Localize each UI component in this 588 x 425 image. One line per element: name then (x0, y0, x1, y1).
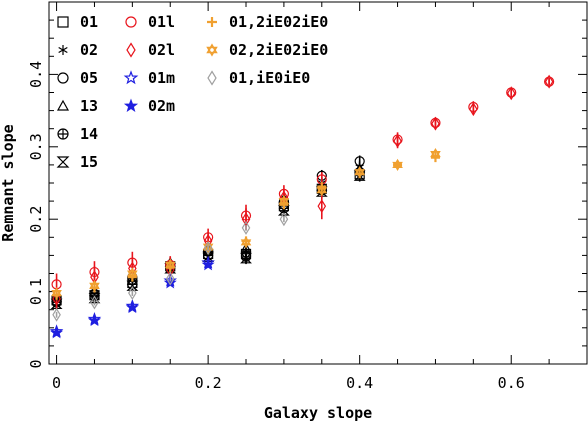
data-point (316, 184, 328, 197)
legend-marker (206, 43, 218, 57)
data-point (203, 241, 213, 256)
legend-item: 01,2iE02iE0 (207, 13, 328, 31)
legend-label: 02,2iE02iE0 (229, 41, 328, 59)
legend-marker (126, 42, 136, 58)
data-point (469, 102, 478, 117)
data-point (240, 252, 252, 265)
data-point (278, 195, 290, 208)
legend-item: 02l (126, 41, 175, 59)
y-axis-label: Remnant slope (0, 124, 17, 241)
legend-marker (56, 99, 70, 111)
legend: 01 02 05 13 14 15 01l 02l 01m 02m 01,2iE02iE0 02,2i… (56, 13, 328, 171)
axis-tick-labels: 0 0.2 0.4 0.6 0 0.1 0.2 0.3 0.4 (27, 61, 525, 392)
legend-label: 15 (80, 153, 98, 171)
data-point (279, 212, 289, 227)
data-point (165, 271, 175, 286)
data-point (317, 193, 327, 220)
legend-label: 01m (148, 69, 175, 87)
legend-item: 02m (123, 97, 175, 115)
legend-marker (57, 72, 69, 84)
x-tick-label: 0.6 (498, 374, 525, 392)
legend-item: 01m (123, 69, 175, 87)
data-point (392, 158, 403, 171)
x-tick-label: 0.2 (195, 374, 222, 392)
x-tick-label: 0 (52, 374, 61, 392)
data-point (52, 307, 61, 322)
x-tick-label: 0.4 (346, 374, 373, 392)
legend-marker (57, 128, 69, 140)
legend-label: 01l (148, 13, 175, 31)
data-point (430, 147, 441, 161)
legend-item: 13 (56, 97, 98, 115)
data-point (354, 166, 365, 179)
data-point (125, 300, 139, 314)
data-point (89, 279, 100, 292)
data-point (126, 280, 139, 292)
legend-marker (123, 98, 139, 113)
legend-label: 02m (148, 97, 175, 115)
y-tick-label: 0.1 (27, 278, 45, 305)
legend-label: 05 (80, 69, 98, 87)
legend-marker (57, 16, 69, 28)
legend-marker (58, 45, 68, 55)
data-point (393, 133, 402, 149)
legend-item: 02,2iE02iE0 (206, 41, 328, 59)
legend-label: 02 (80, 41, 98, 59)
data-point (164, 258, 176, 271)
data-point (506, 86, 516, 101)
data-point (51, 286, 62, 300)
data-point (128, 286, 137, 301)
data-point (87, 313, 101, 327)
legend-item: 15 (56, 153, 98, 171)
series-02m (50, 257, 215, 339)
legend-label: 01 (80, 13, 98, 31)
legend-marker (123, 70, 139, 85)
data-point (201, 257, 215, 271)
legend-item: 01 (57, 13, 98, 31)
data-point (240, 236, 252, 249)
data-point (241, 220, 251, 235)
y-tick-label: 0.2 (27, 206, 45, 233)
legend-item: 02 (58, 41, 98, 59)
legend-marker (207, 17, 217, 27)
data-marks (49, 74, 555, 339)
y-tick-label: 0.3 (27, 133, 45, 160)
legend-marker (207, 70, 217, 86)
axis-ticks (49, 1, 588, 365)
data-point (127, 267, 138, 280)
legend-label: 01,iE0iE0 (229, 69, 310, 87)
legend-label: 01,2iE02iE0 (229, 13, 328, 31)
legend-marker (56, 156, 70, 168)
legend-item: 14 (57, 125, 98, 143)
legend-label: 13 (80, 97, 98, 115)
legend-item: 01,iE0iE0 (207, 69, 310, 87)
data-point (431, 116, 440, 131)
legend-item: 01l (125, 13, 175, 31)
legend-label: 02l (148, 41, 175, 59)
legend-item: 05 (57, 69, 98, 87)
x-axis-label: Galaxy slope (264, 404, 372, 422)
data-point (90, 295, 99, 310)
y-tick-label: 0 (27, 359, 45, 368)
legend-marker (125, 16, 137, 28)
y-tick-label: 0.4 (27, 61, 45, 88)
data-point (50, 326, 64, 339)
series-02,2iE02iE0 (51, 147, 441, 300)
legend-label: 14 (80, 125, 98, 143)
series-01,iE0iE0 (52, 212, 289, 322)
data-point (544, 74, 554, 89)
